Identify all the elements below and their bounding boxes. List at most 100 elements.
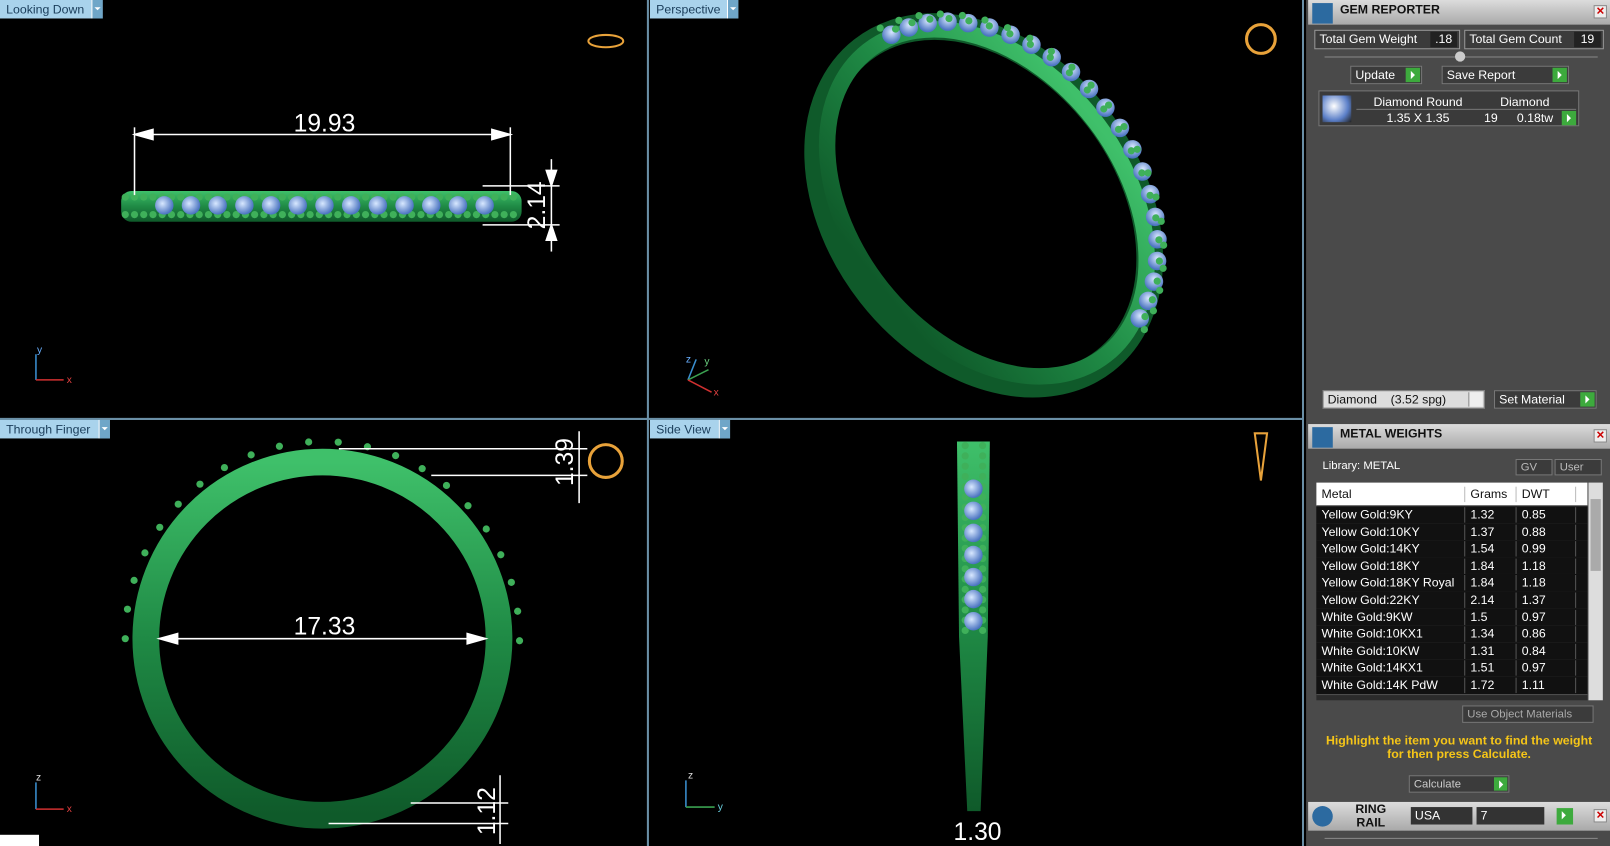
prong bbox=[491, 193, 499, 201]
viewport-tab[interactable]: Through Finger bbox=[0, 419, 110, 439]
viewport-tab[interactable]: Side View bbox=[649, 419, 731, 439]
set-material-button[interactable]: Set Material bbox=[1493, 390, 1597, 409]
prong bbox=[177, 211, 185, 219]
prong bbox=[961, 626, 969, 635]
metal-name: White Gold:14KX1 bbox=[1316, 660, 1466, 677]
gem bbox=[422, 196, 441, 215]
prong bbox=[445, 193, 453, 201]
axis-label: y bbox=[704, 357, 710, 368]
gv-toggle[interactable]: GV bbox=[1515, 458, 1553, 476]
prong bbox=[895, 16, 903, 24]
prong bbox=[979, 452, 987, 460]
slider-thumb[interactable] bbox=[1454, 51, 1466, 62]
country-select[interactable]: USA bbox=[1410, 807, 1473, 825]
close-button[interactable]: ✕ bbox=[1593, 5, 1607, 19]
prong bbox=[1026, 40, 1034, 48]
prong bbox=[1127, 147, 1135, 155]
gem bbox=[395, 196, 414, 215]
prong bbox=[334, 438, 342, 446]
metal-name: White Gold:10KX1 bbox=[1316, 626, 1466, 642]
table-header: Metal Grams DWT bbox=[1316, 482, 1588, 507]
field-value: .18 bbox=[1430, 31, 1458, 48]
metal-row[interactable]: Yellow Gold:14KY 1.54 0.99 bbox=[1316, 540, 1588, 559]
grams: 1.72 bbox=[1465, 677, 1517, 694]
prong bbox=[232, 211, 240, 219]
gem bbox=[964, 589, 983, 609]
metal-row[interactable]: Yellow Gold:9KY 1.32 0.85 bbox=[1316, 506, 1588, 525]
metal-row[interactable]: Yellow Gold:22KY 2.14 1.37 bbox=[1316, 591, 1588, 610]
prong bbox=[204, 211, 213, 219]
gem-thumbnail bbox=[1322, 95, 1352, 123]
prong bbox=[961, 606, 969, 614]
close-button[interactable]: ✕ bbox=[1593, 809, 1607, 823]
prong bbox=[149, 193, 157, 201]
dropdown-button[interactable] bbox=[1468, 392, 1483, 407]
prong bbox=[500, 211, 508, 219]
prong bbox=[979, 585, 987, 593]
metal-row[interactable]: Yellow Gold:18KY Royal 1.84 1.18 bbox=[1316, 574, 1588, 593]
metal-row[interactable]: Yellow Gold:18KY 1.84 1.18 bbox=[1316, 557, 1588, 576]
metal-row[interactable]: White Gold:14KX1 1.51 0.97 bbox=[1316, 659, 1588, 678]
gem bbox=[964, 501, 983, 521]
tab-label: Looking Down bbox=[6, 2, 85, 17]
go-icon[interactable] bbox=[1561, 110, 1577, 126]
size-select[interactable]: 7 bbox=[1476, 807, 1545, 825]
prong bbox=[464, 502, 472, 510]
scrollbar[interactable] bbox=[1588, 482, 1603, 701]
metal-row[interactable]: White Gold:14K PdW 1.72 1.11 bbox=[1316, 676, 1588, 695]
axis-label: x bbox=[714, 387, 720, 398]
prong bbox=[174, 500, 182, 508]
status-bar bbox=[0, 834, 40, 846]
viewport-tab[interactable]: Perspective bbox=[649, 0, 739, 19]
metal-row[interactable]: Yellow Gold:10KY 1.37 0.88 bbox=[1316, 523, 1588, 542]
panel-icon bbox=[1312, 427, 1333, 448]
metal-row[interactable]: White Gold:9KW 1.5 0.97 bbox=[1316, 608, 1588, 627]
gem bbox=[208, 196, 227, 215]
dropdown-button[interactable] bbox=[718, 419, 731, 439]
prong bbox=[979, 442, 987, 450]
close-button[interactable]: ✕ bbox=[1593, 429, 1607, 443]
dropdown-button[interactable] bbox=[726, 0, 739, 19]
prong bbox=[979, 493, 987, 501]
column-header: DWT bbox=[1517, 486, 1577, 503]
use-object-materials-toggle[interactable]: Use Object Materials bbox=[1462, 705, 1594, 723]
go-icon[interactable] bbox=[1556, 808, 1574, 825]
gem bbox=[964, 545, 983, 565]
gem bbox=[181, 196, 201, 215]
update-button[interactable]: Update bbox=[1350, 65, 1423, 85]
gem-table[interactable]: Diamond Round Diamond 1.35 X 1.35 19 0.1… bbox=[1318, 90, 1580, 127]
gem-header: Diamond Round bbox=[1373, 94, 1463, 109]
dropdown-button[interactable] bbox=[91, 0, 103, 19]
gem-count: 19 bbox=[1484, 110, 1498, 126]
prong bbox=[961, 452, 969, 460]
axis-label: y bbox=[37, 345, 43, 356]
hint-text: Highlight the item you want to find the … bbox=[1325, 733, 1593, 761]
gem bbox=[315, 196, 334, 215]
viewport-tab[interactable]: Looking Down bbox=[0, 0, 103, 19]
prong bbox=[1156, 286, 1164, 294]
arrowhead bbox=[466, 632, 489, 645]
prong bbox=[223, 193, 231, 201]
calculate-button[interactable]: Calculate bbox=[1408, 775, 1510, 793]
arrowhead bbox=[131, 128, 154, 141]
go-icon bbox=[1580, 392, 1595, 407]
prong bbox=[251, 211, 259, 219]
prong bbox=[463, 211, 471, 219]
save-report-button[interactable]: Save Report bbox=[1441, 65, 1569, 85]
metal-row[interactable]: White Gold:10KX1 1.34 0.86 bbox=[1316, 625, 1588, 644]
metal-row[interactable]: White Gold:10KW 1.31 0.84 bbox=[1316, 642, 1588, 661]
prong bbox=[509, 211, 517, 219]
material-select[interactable]: Diamond (3.52 spg) bbox=[1322, 390, 1485, 409]
scrollbar-thumb[interactable] bbox=[1590, 499, 1601, 571]
panel-icon bbox=[1312, 806, 1333, 827]
prong bbox=[1065, 69, 1073, 77]
prong bbox=[514, 607, 522, 615]
prong bbox=[177, 193, 185, 201]
dropdown-button[interactable] bbox=[98, 419, 110, 439]
grams: 1.51 bbox=[1465, 660, 1517, 677]
prong bbox=[1153, 277, 1161, 285]
column-header: Metal bbox=[1316, 486, 1466, 503]
user-toggle[interactable]: User bbox=[1554, 458, 1602, 476]
prong bbox=[961, 585, 969, 593]
prong bbox=[140, 193, 148, 201]
